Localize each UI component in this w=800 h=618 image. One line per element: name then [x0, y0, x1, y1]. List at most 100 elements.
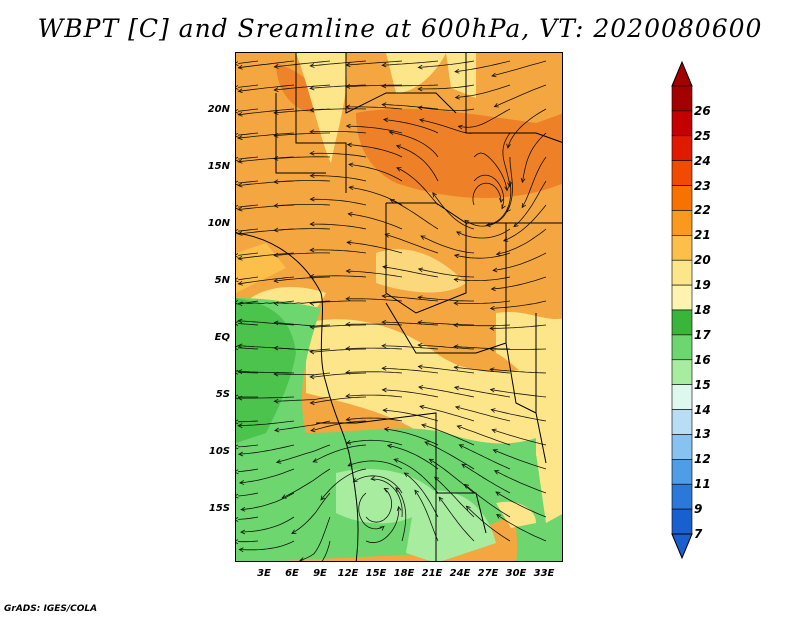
colorbar-label: 19 [694, 278, 711, 293]
streamline-arrow [310, 427, 316, 433]
streamline-arrow [490, 286, 496, 292]
colorbar-segment [671, 110, 693, 137]
streamline-arrow [273, 301, 279, 307]
streamline [238, 300, 259, 305]
streamline-arrow [273, 320, 279, 326]
streamline [382, 266, 439, 278]
streamline [238, 156, 259, 160]
streamline [385, 233, 439, 254]
streamline-arrow [414, 489, 420, 495]
streamline [382, 104, 439, 110]
streamline [291, 492, 331, 534]
streamline-arrow [489, 305, 495, 311]
streamline-arrow [236, 539, 239, 545]
x-tick-label: 21E [421, 568, 443, 579]
streamline [238, 276, 259, 281]
streamline [382, 321, 439, 326]
streamline [274, 252, 331, 256]
streamline [419, 119, 475, 134]
streamline-arrow [453, 300, 459, 306]
streamline-arrow [238, 547, 244, 553]
streamline [273, 204, 331, 207]
streamline-arrow [237, 255, 243, 261]
x-tick-label: 30E [505, 568, 527, 579]
streamline-arrow [237, 301, 243, 307]
streamline [321, 540, 331, 561]
streamline [491, 409, 547, 422]
streamline-arrow [381, 62, 387, 68]
streamline-arrow [381, 343, 387, 349]
streamline [309, 275, 367, 278]
streamline [345, 371, 403, 374]
streamline-arrow [455, 231, 462, 236]
streamline-arrow [489, 387, 495, 393]
streamline-arrow [346, 142, 352, 148]
streamline [274, 396, 331, 402]
streamline-arrow [237, 423, 243, 428]
streamline-arrow [457, 124, 463, 130]
streamline-arrow [236, 253, 239, 258]
streamline-arrow [461, 463, 467, 469]
streamline-arrow [495, 491, 501, 497]
colorbar-segment [671, 185, 693, 211]
streamline-arrow [345, 416, 351, 422]
streamline [274, 300, 331, 304]
colorbar-segment [671, 85, 693, 112]
streamline [238, 132, 295, 139]
streamline [506, 157, 513, 213]
streamline [346, 270, 403, 278]
streamline [274, 347, 331, 351]
colorbar-label: 18 [694, 303, 711, 317]
streamline [454, 300, 511, 304]
colorbar-label: 23 [694, 178, 711, 193]
colorbar-label: 24 [694, 153, 711, 168]
streamline-arrow [393, 458, 399, 463]
streamline [239, 468, 295, 484]
streamline [473, 152, 508, 191]
colorbar-label: 21 [694, 228, 711, 243]
streamline [310, 223, 367, 230]
streamline-arrow [237, 318, 243, 324]
streamline-arrow [309, 221, 315, 227]
colorbar-segment [671, 359, 693, 385]
streamline [404, 472, 439, 518]
streamline-arrow [417, 342, 423, 348]
x-tick-label: 24E [449, 568, 471, 579]
streamline [238, 180, 259, 184]
streamline-arrow [236, 108, 239, 114]
streamline-arrow [381, 366, 387, 371]
colorbar-label: 25 [694, 128, 711, 143]
streamline [237, 396, 295, 399]
streamline-arrow [309, 173, 315, 178]
streamline-arrow [273, 87, 279, 92]
streamline [345, 84, 403, 87]
streamline-arrow [345, 321, 351, 327]
streamline [274, 228, 331, 231]
streamline [346, 417, 403, 422]
streamline [490, 389, 547, 398]
streamline-arrow [345, 439, 352, 445]
streamline-arrow [420, 235, 426, 240]
streamline-arrow [504, 186, 510, 192]
streamline-arrow [347, 462, 353, 467]
streamline-arrow [489, 326, 495, 331]
streamline-arrow [347, 211, 353, 217]
streamline-arrow [417, 64, 423, 70]
streamline [418, 107, 475, 111]
streamline [299, 516, 331, 561]
streamline [454, 366, 511, 374]
streamline-arrow [237, 343, 243, 349]
streamline-arrow [453, 277, 459, 283]
streamline-arrow [345, 346, 351, 351]
streamline [457, 425, 511, 446]
streamline [492, 429, 547, 446]
streamline [490, 300, 547, 309]
streamline [310, 198, 367, 206]
streamline [389, 131, 439, 158]
streamline-arrow [453, 322, 459, 328]
streamline [310, 300, 367, 304]
streamline [464, 204, 511, 227]
streamline-arrow [453, 385, 460, 391]
streamline [496, 514, 547, 542]
y-tick-label: 15S [208, 503, 230, 514]
